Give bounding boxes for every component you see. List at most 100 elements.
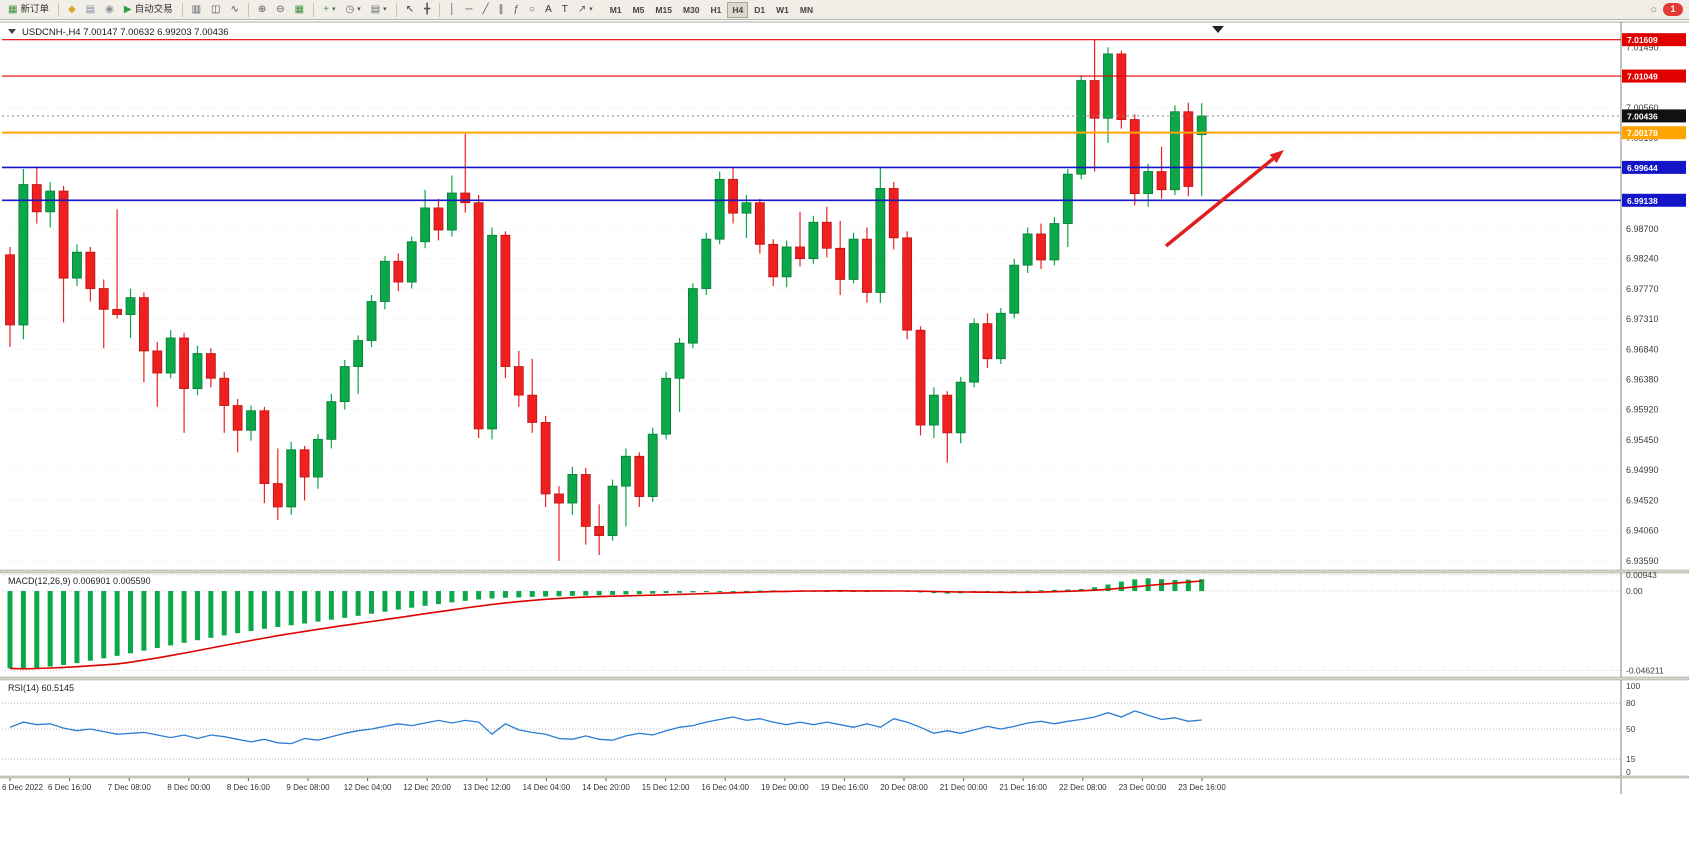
time-axis-label: 9 Dec 08:00 [286, 783, 330, 792]
metaeditor-icon: ◆ [67, 3, 76, 15]
one-click-trading-toggle[interactable] [8, 29, 16, 34]
cursor-button[interactable]: ↖ [402, 2, 418, 18]
zoom-out-button[interactable]: ⊖ [272, 2, 288, 18]
timeframe-h4-button[interactable]: H4 [727, 1, 749, 18]
toolbar-separator [57, 2, 59, 17]
rsi-panel: 100 80 50 15 0 RSI(14) 60.5145 [2, 681, 1640, 777]
price-shift-marker[interactable] [1212, 26, 1224, 33]
candlestick-chart-button[interactable]: ◫ [207, 2, 224, 18]
macd-histogram [7, 578, 1205, 670]
horizontal-line-button[interactable]: ─ [461, 2, 476, 18]
crosshair-icon: ╋ [424, 3, 431, 15]
price-axis-label: 6.96380 [1626, 375, 1659, 385]
market-depth-button[interactable]: ▤ [82, 2, 99, 18]
timeframe-d1-button[interactable]: D1 [749, 2, 770, 18]
toolbar-separator [181, 2, 183, 17]
tile-windows-button[interactable]: ▦ [291, 2, 308, 18]
rsi-axis-label: 80 [1626, 698, 1636, 708]
price-axis-label: 6.96840 [1626, 345, 1659, 355]
metaeditor-button[interactable]: ◆ [64, 2, 80, 18]
time-axis-label: 8 Dec 00:00 [167, 783, 211, 792]
text-button[interactable]: A [541, 2, 556, 18]
timeframe-h1-button[interactable]: H1 [706, 2, 727, 18]
shapes-button[interactable]: ○ [525, 2, 539, 18]
time-axis-label: 13 Dec 12:00 [463, 783, 511, 792]
rsi-axis-label: 15 [1626, 754, 1636, 764]
time-axis-label: 6 Dec 16:00 [48, 783, 92, 792]
timeframe-mn-button[interactable]: MN [795, 2, 818, 18]
macd-axis-label: 0.00 [1626, 586, 1643, 596]
macd-axis-label: -0.046211 [1626, 665, 1664, 675]
search-icon[interactable]: ○ [1650, 3, 1657, 16]
label-button[interactable]: T [558, 2, 572, 18]
bar-chart-icon: ▥ [191, 3, 202, 15]
price-axis-label: 6.97310 [1626, 314, 1659, 324]
templates-button[interactable]: ▤ ▾ [367, 1, 391, 19]
timeframe-m5-button[interactable]: M5 [628, 2, 650, 18]
bar-chart-button[interactable]: ▥ [188, 2, 205, 18]
time-axis-label: 12 Dec 04:00 [344, 783, 392, 792]
fibonacci-button[interactable]: ƒ [509, 2, 523, 18]
vertical-line-button[interactable]: │ [445, 2, 459, 18]
vertical-line-icon: │ [449, 3, 456, 15]
chevron-down-icon: ▾ [331, 5, 336, 13]
autotrading-button-label: 自动交易 [134, 3, 173, 15]
market-depth-icon: ▤ [85, 3, 96, 15]
rsi-axis-label: 100 [1626, 681, 1640, 691]
macd-axis-label: 0.00943 [1626, 570, 1657, 580]
svg-text:7.01049: 7.01049 [1627, 72, 1658, 82]
price-axis-label: 6.95450 [1626, 435, 1659, 445]
price-axis-label: 6.98240 [1626, 254, 1659, 264]
channel-button[interactable]: ∥ [494, 2, 507, 18]
macd-panel: 0.00943 0.00 -0.046211 MACD(12,26,9) 0.0069… [2, 570, 1664, 675]
time-axis-label: 23 Dec 00:00 [1119, 783, 1167, 792]
time-axis-label: 15 Dec 12:00 [642, 783, 690, 792]
time-axis-label: 21 Dec 00:00 [940, 783, 988, 792]
clock-icon: ◷ [345, 3, 355, 15]
channel-icon: ∥ [498, 3, 504, 15]
trendline-button[interactable]: ╱ [478, 2, 492, 18]
trendline-icon: ╱ [482, 3, 489, 15]
time-axis-label: 8 Dec 16:00 [227, 783, 271, 792]
price-axis-label: 6.97770 [1626, 284, 1659, 294]
price-axis-label: 6.94520 [1626, 495, 1659, 505]
time-axis-label: 6 Dec 2022 [2, 783, 43, 792]
navigator-button[interactable]: ◉ [101, 2, 118, 18]
timeframe-m15-button[interactable]: M15 [650, 2, 677, 18]
new-order-button[interactable]: ▦ 新订单 [4, 1, 53, 19]
rsi-axis-label: 0 [1626, 767, 1631, 777]
line-chart-button[interactable]: ∿ [226, 2, 242, 18]
price-badge-6.99138: 6.99138 [1622, 193, 1686, 207]
timeframe-m1-button[interactable]: M1 [605, 2, 627, 18]
crosshair-button[interactable]: ╋ [420, 2, 434, 18]
price-axis-label: 6.94990 [1626, 465, 1659, 475]
toolbar-separator [395, 2, 397, 17]
macd-signal-line [9, 580, 1202, 670]
trend-arrow[interactable] [1164, 150, 1284, 248]
svg-text:7.01609: 7.01609 [1627, 35, 1658, 45]
indicators-button[interactable]: + ▾ [319, 1, 339, 19]
toolbar: ▦ 新订单 ◆ ▤ ◉ ▶ 自动交易 ▥ ◫ ∿ ⊕ ⊖ ▦ + ▾ ◷ ▾ ▤ ▾ ↖ ╋ │ ─ ╱ ∥ ƒ ○ A T ↗ ▾ M1 M… [0, 0, 1689, 20]
timeframe-w1-button[interactable]: W1 [771, 2, 794, 18]
time-axis: 6 Dec 2022 6 Dec 16:00 7 Dec 08:00 8 Dec 00… [2, 778, 1226, 792]
price-badge-7.01049: 7.01049 [1622, 69, 1686, 83]
macd-label: MACD(12,26,9) 0.006901 0.005590 [8, 576, 151, 586]
zoom-in-button[interactable]: ⊕ [254, 2, 270, 18]
time-axis-label: 19 Dec 00:00 [761, 783, 809, 792]
arrows-button[interactable]: ↗ ▾ [574, 1, 597, 19]
arrow-object-icon: ↗ [577, 3, 587, 15]
autotrading-button[interactable]: ▶ 自动交易 [120, 1, 177, 19]
time-axis-label: 12 Dec 20:00 [403, 783, 451, 792]
svg-text:7.00436: 7.00436 [1627, 111, 1658, 121]
rsi-line [9, 710, 1202, 745]
time-axis-label: 19 Dec 16:00 [821, 783, 869, 792]
time-axis-label: 20 Dec 08:00 [880, 783, 928, 792]
autotrading-play-icon: ▶ [123, 3, 132, 15]
time-axis-label: 16 Dec 04:00 [701, 783, 749, 792]
price-axis-label: 6.93590 [1626, 556, 1659, 566]
periods-button[interactable]: ◷ ▾ [341, 1, 364, 19]
timeframe-m30-button[interactable]: M30 [678, 2, 705, 18]
notifications-badge[interactable]: 1 [1663, 3, 1683, 16]
time-axis-label: 14 Dec 04:00 [523, 783, 571, 792]
line-chart-icon: ∿ [230, 3, 239, 15]
